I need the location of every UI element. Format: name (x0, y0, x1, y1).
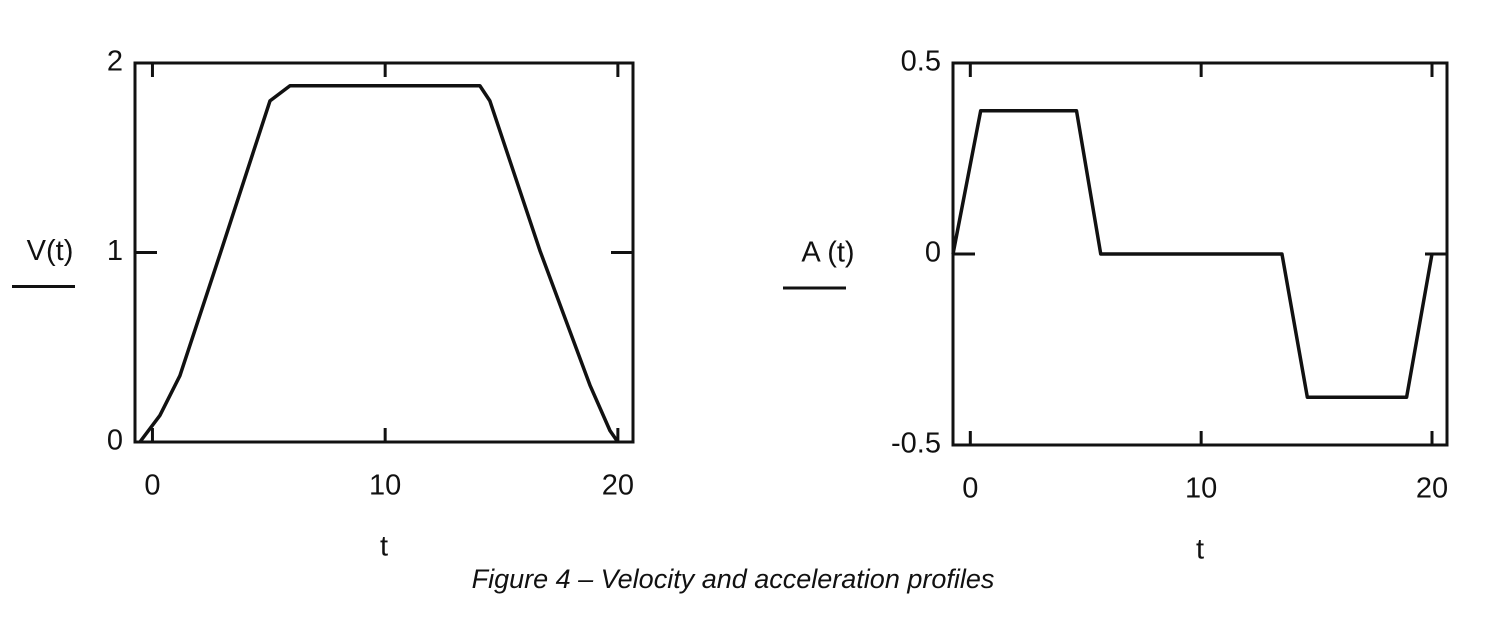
y-axis-label: A (t) (801, 237, 854, 269)
y-tick-label: 1 (107, 235, 123, 267)
y-tick-label: 0.5 (901, 46, 941, 78)
x-tick-label: 10 (369, 470, 401, 502)
y-tick-label: -0.5 (891, 428, 941, 460)
x-tick-label: 20 (1416, 473, 1448, 505)
plot-frame (133, 61, 635, 444)
caption: Figure 4 – Velocity and acceleration pro… (472, 564, 995, 594)
y-tick-label: 2 (107, 46, 123, 78)
x-axis-label: t (1196, 534, 1204, 566)
y-tick-label: 0 (107, 425, 123, 457)
y-tick-label: 0 (925, 237, 941, 269)
data-line (951, 109, 1434, 399)
data-line (138, 83, 620, 444)
x-tick-label: 0 (962, 473, 978, 505)
x-tick-label: 10 (1185, 473, 1217, 505)
x-tick-label: 20 (602, 470, 634, 502)
y-axis-label: V(t) (27, 235, 74, 267)
x-axis-label: t (380, 531, 388, 563)
x-tick-label: 0 (144, 470, 160, 502)
